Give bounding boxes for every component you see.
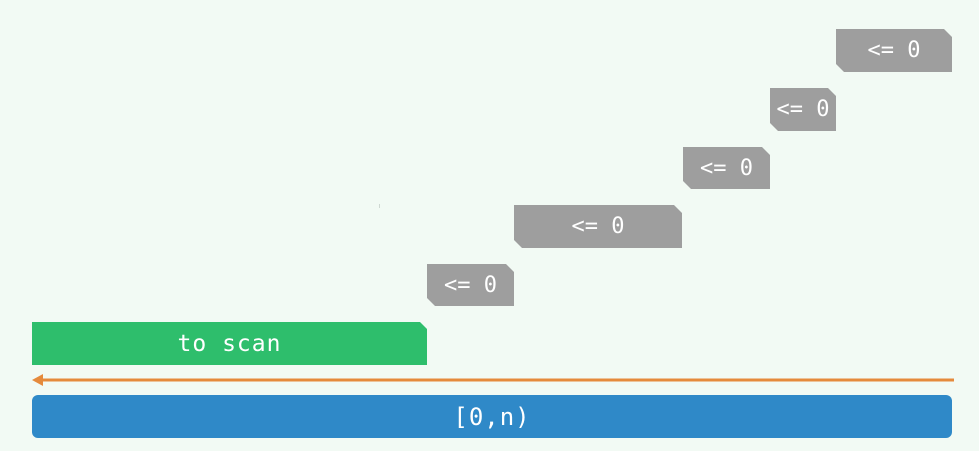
- range-bar: [0,n): [32, 395, 952, 438]
- step-label: <= 0: [867, 38, 921, 63]
- step-label: <= 0: [700, 155, 753, 181]
- step-block-4: <= 0: [514, 205, 682, 248]
- arrow-head-icon: [32, 374, 43, 386]
- step-block-3: <= 0: [683, 147, 770, 189]
- step-block-1: <= 0: [836, 29, 952, 72]
- step-label: <= 0: [571, 214, 625, 239]
- scan-direction-arrow: [32, 374, 954, 386]
- to-scan-label: to scan: [177, 330, 282, 357]
- step-block-5: <= 0: [427, 264, 514, 306]
- stray-mark: [379, 204, 380, 208]
- step-label: <= 0: [444, 272, 497, 298]
- to-scan-block: to scan: [32, 322, 427, 365]
- step-block-2: <= 0: [770, 88, 836, 131]
- step-label: <= 0: [776, 97, 830, 122]
- range-label: [0,n): [453, 402, 531, 431]
